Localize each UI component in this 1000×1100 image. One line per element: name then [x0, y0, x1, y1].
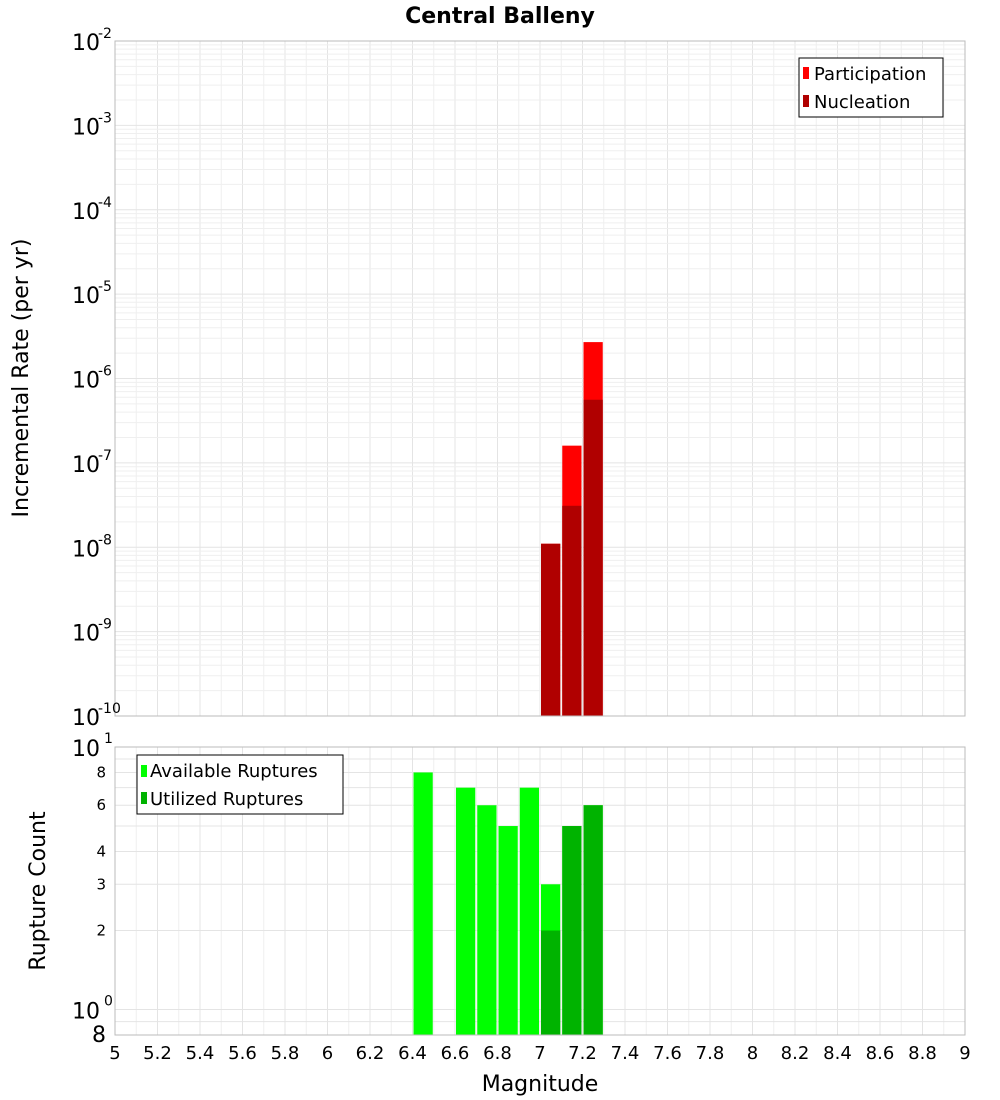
x-tick-label: 8.6: [866, 1043, 895, 1064]
x-tick-label: 6.8: [483, 1043, 512, 1064]
legend-swatch-participation: [803, 67, 809, 79]
x-tick-label: 8.2: [781, 1043, 810, 1064]
x-tick-label: 8.4: [823, 1043, 852, 1064]
x-tick-label: 8: [747, 1043, 758, 1064]
bottom-bars: [413, 772, 603, 1035]
y-tick-label: 8: [92, 1023, 106, 1048]
y-tick-exponent: 1: [104, 731, 113, 747]
y-tick-label: 10: [72, 737, 100, 762]
bottom-plot-border: [114, 746, 966, 1036]
y-tick-exponent: -7: [98, 448, 112, 464]
top-legend-box: [798, 57, 944, 118]
y-tick-exponent: -2: [98, 26, 112, 42]
x-tick-label: 6.4: [398, 1043, 427, 1064]
y-tick-label: 10: [72, 31, 100, 56]
top-grid: [114, 41, 966, 717]
top-y-tick-labels: 10-210-310-410-510-610-710-810-910-10: [72, 26, 121, 731]
x-tick-label: 6.6: [441, 1043, 470, 1064]
x-axis-label: Magnitude: [482, 1072, 599, 1097]
bar-nucleation: [562, 505, 582, 716]
x-tick-label: 5: [109, 1043, 120, 1064]
legend-swatch-utilized: [141, 792, 147, 804]
top-bars: [541, 342, 603, 716]
x-tick-label: 7.8: [696, 1043, 725, 1064]
bar-nucleation: [541, 543, 561, 716]
y-tick-label: 2: [96, 922, 106, 940]
bottom-legend-box: [136, 754, 344, 815]
x-tick-label: 7: [534, 1043, 545, 1064]
y-tick-label: 4: [96, 842, 106, 860]
y-tick-label: 8: [96, 763, 106, 781]
bar-utilized-ruptures: [541, 930, 561, 1035]
y-tick-label: 3: [96, 875, 106, 893]
top-y-axis-label: Incremental Rate (per yr): [9, 239, 34, 518]
x-tick-label: 7.4: [611, 1043, 640, 1064]
y-tick-label: 10: [72, 284, 100, 309]
top-panel: 10-210-310-410-510-610-710-810-910-10 In…: [9, 26, 966, 731]
bottom-legend: Available Ruptures Utilized Ruptures: [136, 754, 344, 815]
x-tick-label: 7.2: [568, 1043, 597, 1064]
legend-label-participation: Participation: [814, 64, 926, 85]
x-tick-label: 5.4: [186, 1043, 215, 1064]
y-tick-label: 10: [72, 1000, 100, 1025]
y-tick-label: 10: [72, 453, 100, 478]
x-tick-label: 8.8: [908, 1043, 937, 1064]
bar-available-ruptures: [519, 787, 539, 1035]
y-tick-label: 10: [72, 706, 100, 731]
y-tick-exponent: -3: [98, 110, 112, 126]
x-tick-label: 6.2: [356, 1043, 385, 1064]
legend-label-available: Available Ruptures: [150, 761, 318, 782]
y-tick-exponent: -9: [98, 617, 112, 633]
x-tick-label: 9: [959, 1043, 970, 1064]
bottom-y-axis-label: Rupture Count: [26, 811, 51, 971]
y-tick-label: 10: [72, 622, 100, 647]
x-tick-label: 5.6: [228, 1043, 257, 1064]
legend-swatch-available: [141, 765, 147, 777]
x-tick-label: 5.2: [143, 1043, 172, 1064]
bar-utilized-ruptures: [583, 805, 603, 1035]
y-tick-exponent: -6: [98, 364, 112, 380]
y-tick-exponent: -10: [98, 701, 121, 717]
bar-available-ruptures: [456, 787, 476, 1035]
bar-nucleation: [583, 399, 603, 716]
x-tick-label: 6: [322, 1043, 333, 1064]
y-tick-exponent: -8: [98, 532, 112, 548]
top-legend: Participation Nucleation: [798, 57, 944, 118]
y-tick-exponent: 0: [104, 994, 113, 1010]
y-tick-exponent: -4: [98, 195, 112, 211]
y-tick-label: 10: [72, 115, 100, 140]
y-tick-label: 10: [72, 200, 100, 225]
bar-available-ruptures: [413, 772, 433, 1035]
y-tick-label: 10: [72, 369, 100, 394]
bar-available-ruptures: [477, 805, 497, 1035]
top-plot-border: [114, 40, 966, 717]
x-tick-label: 7.6: [653, 1043, 682, 1064]
x-tick-labels: 5 5.2 5.4 5.6 5.8 6 6.2 6.4 6.6 6.8 7 7.2 7.4 7.6 7.8 8…: [109, 1043, 970, 1064]
chart-title: Central Balleny: [405, 4, 595, 29]
legend-label-utilized: Utilized Ruptures: [150, 789, 303, 810]
y-tick-exponent: -5: [98, 279, 112, 295]
y-tick-label: 10: [72, 537, 100, 562]
x-tick-label: 5.8: [271, 1043, 300, 1064]
legend-label-nucleation: Nucleation: [814, 92, 910, 113]
legend-swatch-nucleation: [803, 95, 809, 107]
bar-utilized-ruptures: [562, 826, 582, 1035]
bar-available-ruptures: [498, 826, 518, 1035]
y-tick-label: 6: [96, 796, 106, 814]
